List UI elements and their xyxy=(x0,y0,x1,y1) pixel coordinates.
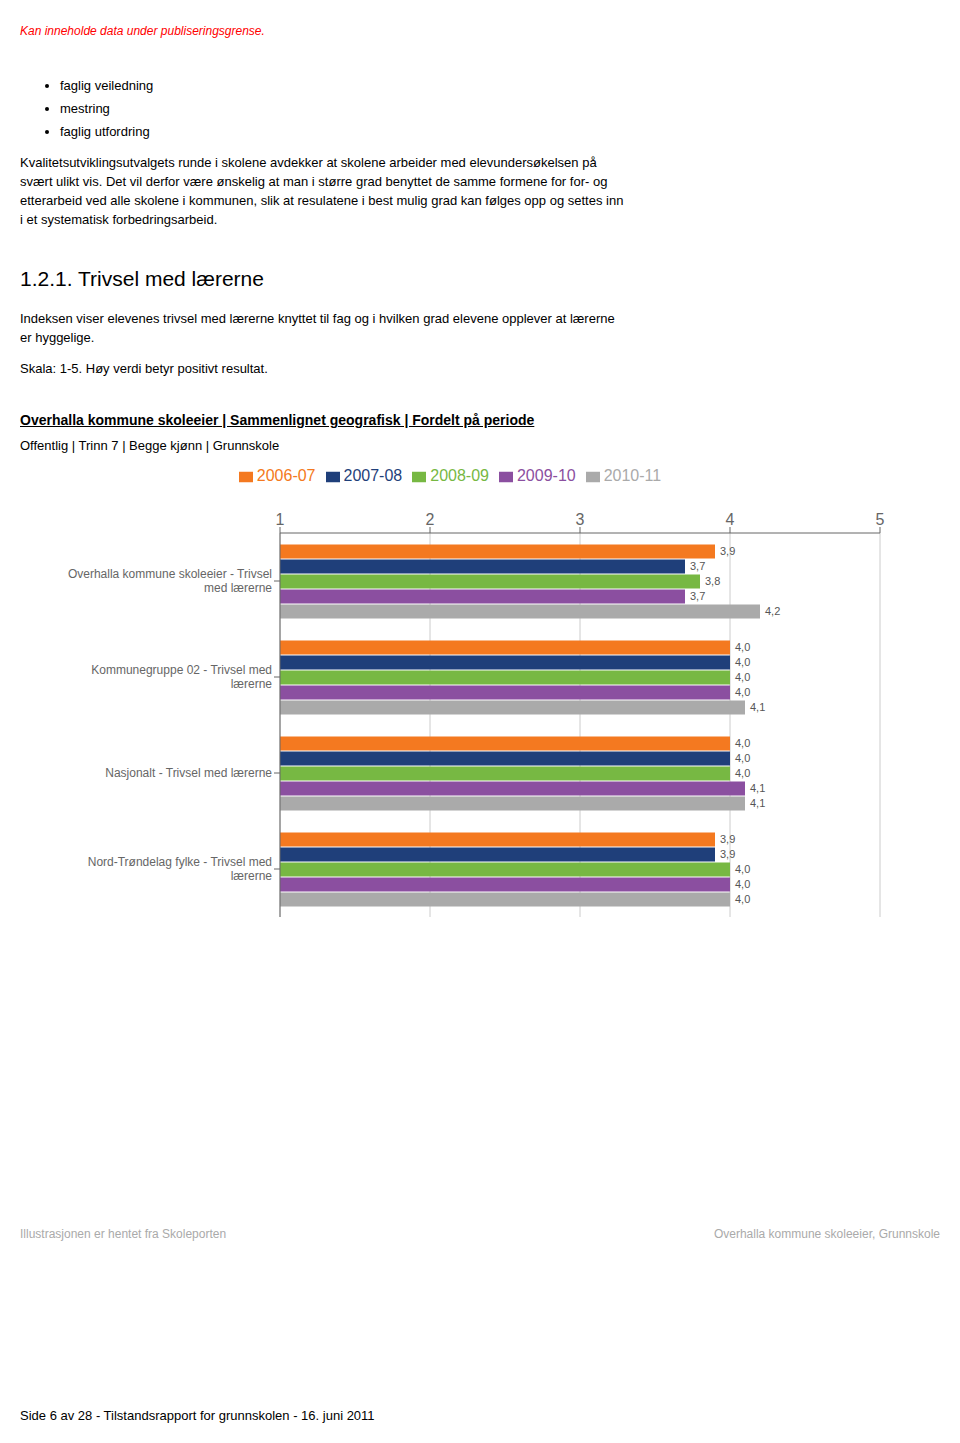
html-text:Kvalitetsutviklingsutvalgets r: Kvalitetsutviklingsutvalgets runde i sko… xyxy=(20,155,597,170)
svg-text:3,9: 3,9 xyxy=(720,833,735,845)
html-text:Skala: 1-5. Høy verdi betyr po: Skala: 1-5. Høy verdi betyr positivt res… xyxy=(20,361,268,376)
html-text:Kan inneholde data under publi: Kan inneholde data under publiseringsgre… xyxy=(20,24,265,38)
svg-text:4,0: 4,0 xyxy=(735,878,750,890)
html-text:Overhalla kommune skoleeier |: Overhalla kommune skoleeier | Sammenlign… xyxy=(20,412,535,428)
html-text:Side 6 av 28 - Tilstandsrappor: Side 6 av 28 - Tilstandsrapport for grun… xyxy=(20,1408,375,1423)
html-text:er hyggelige.: er hyggelige. xyxy=(20,330,95,345)
svg-text:1: 1 xyxy=(276,511,285,528)
svg-text:4: 4 xyxy=(726,511,735,528)
html-text:2006-07: 2006-07 xyxy=(256,467,316,484)
html-text:Offentlig | Trinn 7 | Begge kj: Offentlig | Trinn 7 | Begge kjønn | Grun… xyxy=(20,438,280,453)
html-text:svært ulikt vis. Det vil derfo: svært ulikt vis. Det vil derfor være øns… xyxy=(20,174,608,189)
svg-text:4,0: 4,0 xyxy=(735,863,750,875)
html-text:mestring: mestring xyxy=(60,101,110,116)
svg-text:Nord-Trøndelag fylke - Trivsel: Nord-Trøndelag fylke - Trivsel medlærern… xyxy=(88,855,273,883)
svg-text:4,2: 4,2 xyxy=(765,605,780,617)
html-text:Illustrasjonen er hentet fra S: Illustrasjonen er hentet fra Skoleporten xyxy=(20,1227,227,1241)
svg-text:3,9: 3,9 xyxy=(720,545,735,557)
svg-text:4,0: 4,0 xyxy=(735,767,750,779)
html-text:2010-11: 2010-11 xyxy=(603,467,662,484)
html-text:etterarbeid ved alle skolene i: etterarbeid ved alle skolene i kommunen,… xyxy=(20,193,624,208)
svg-text:4,0: 4,0 xyxy=(735,656,750,668)
svg-text:4,0: 4,0 xyxy=(735,752,750,764)
html-text:2007-08: 2007-08 xyxy=(343,467,403,484)
svg-text:4,0: 4,0 xyxy=(735,641,750,653)
svg-text:3,7: 3,7 xyxy=(690,560,705,572)
svg-text:4,0: 4,0 xyxy=(735,686,750,698)
html-text:Overhalla kommune skoleeier, G: Overhalla kommune skoleeier, Grunnskole xyxy=(713,1227,940,1241)
svg-text:Kommunegruppe 02 - Trivsel med: Kommunegruppe 02 - Trivsel medlærerne xyxy=(91,663,272,691)
svg-text:Nasjonalt - Trivsel med lærern: Nasjonalt - Trivsel med lærerne xyxy=(105,766,272,780)
svg-text:4,0: 4,0 xyxy=(735,737,750,749)
svg-text:4,0: 4,0 xyxy=(735,893,750,905)
svg-text:4,1: 4,1 xyxy=(750,701,765,713)
svg-text:2: 2 xyxy=(426,511,435,528)
svg-text:Overhalla kommune skoleeier -: Overhalla kommune skoleeier - Trivselmed… xyxy=(68,567,272,595)
html-text:faglig veiledning: faglig veiledning xyxy=(60,78,154,93)
svg-text:4,0: 4,0 xyxy=(735,671,750,683)
svg-text:4,1: 4,1 xyxy=(750,782,765,794)
html-text:2008-09: 2008-09 xyxy=(430,467,489,484)
svg-text:4,1: 4,1 xyxy=(750,797,765,809)
svg-text:3: 3 xyxy=(576,511,585,528)
svg-text:3,9: 3,9 xyxy=(720,848,735,860)
html-text:Indeksen viser elevenes trivse: Indeksen viser elevenes trivsel med lære… xyxy=(20,311,615,326)
html-text:1.2.1. Trivsel med lærerne: 1.2.1. Trivsel med lærerne xyxy=(20,267,264,290)
html-text:2009-10: 2009-10 xyxy=(517,467,576,484)
svg-text:3,7: 3,7 xyxy=(690,590,705,602)
svg-text:3,8: 3,8 xyxy=(705,575,720,587)
svg-text:5: 5 xyxy=(876,511,885,528)
html-text:i et systematisk forbedringsar: i et systematisk forbedringsarbeid. xyxy=(20,212,218,227)
html-text:faglig utfordring: faglig utfordring xyxy=(60,124,150,139)
